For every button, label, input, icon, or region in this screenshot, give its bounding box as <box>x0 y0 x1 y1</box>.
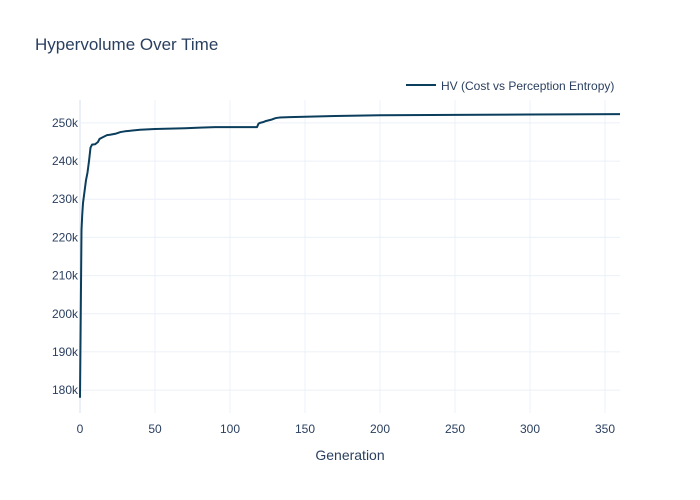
chart-title: Hypervolume Over Time <box>35 35 218 54</box>
x-tick-label: 100 <box>220 422 240 436</box>
x-axis-ticks: 0 50 100 150 200 250 300 350 <box>77 422 616 436</box>
y-tick-label: 180k <box>52 383 79 397</box>
y-tick-label: 220k <box>52 230 79 244</box>
grid <box>79 100 620 413</box>
x-tick-label: 300 <box>520 422 540 436</box>
y-axis-ticks: 180k 190k 200k 210k 220k 230k 240k 250k <box>52 116 79 397</box>
x-tick-label: 250 <box>445 422 465 436</box>
y-tick-label: 230k <box>52 192 79 206</box>
x-tick-label: 150 <box>295 422 315 436</box>
y-tick-label: 250k <box>52 116 79 130</box>
legend[interactable]: HV (Cost vs Perception Entropy) <box>406 79 614 93</box>
y-tick-label: 190k <box>52 345 79 359</box>
y-tick-label: 240k <box>52 154 79 168</box>
y-tick-label: 210k <box>52 269 79 283</box>
legend-label: HV (Cost vs Perception Entropy) <box>441 79 614 93</box>
x-tick-label: 0 <box>77 422 84 436</box>
series-line[interactable] <box>79 113 621 398</box>
series-layer <box>79 113 621 398</box>
y-tick-label: 200k <box>52 307 79 321</box>
x-tick-label: 350 <box>595 422 615 436</box>
x-tick-label: 50 <box>148 422 162 436</box>
x-axis-title: Generation <box>315 447 384 463</box>
x-tick-label: 200 <box>370 422 390 436</box>
